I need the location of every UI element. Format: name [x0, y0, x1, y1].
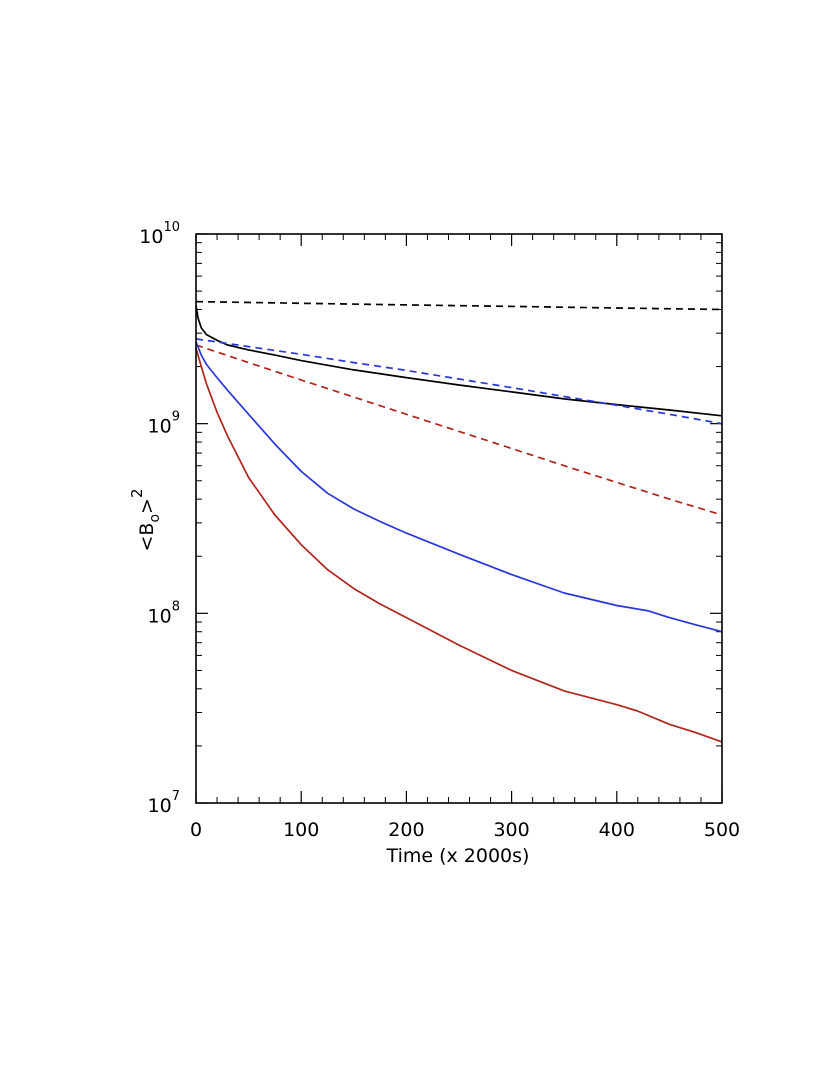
x-tick-label: 0: [190, 819, 202, 841]
y-tick-label-exponent: 9: [172, 410, 180, 425]
major-ticks: [195, 233, 723, 804]
plot-frame: [195, 233, 723, 804]
series-layer: [195, 300, 723, 743]
x-tick-label: 300: [493, 819, 529, 841]
y-tick-label: 108: [148, 599, 180, 627]
x-tick-labels: 0 100 200 300 400 500: [190, 819, 740, 841]
y-tick-label-base: 10: [148, 416, 172, 438]
y-tick-label-exponent: 8: [172, 599, 180, 614]
x-tick-label: 500: [704, 819, 740, 841]
y-tick-label: 1010: [139, 220, 180, 248]
y-tick-label-exponent: 7: [172, 789, 180, 804]
y-tick-label-exponent: 10: [163, 220, 180, 235]
y-axis-title-close: >: [136, 498, 158, 514]
y-tick-label-base: 10: [148, 795, 172, 817]
series-line-1: [195, 300, 723, 311]
x-tick-label: 100: [283, 819, 319, 841]
x-tick-label: 400: [599, 819, 635, 841]
series-line-4: [195, 344, 723, 516]
series-line-3: [195, 338, 723, 425]
series-line-5: [195, 341, 723, 633]
y-tick-label-base: 10: [139, 226, 163, 248]
series-line-2: [195, 305, 723, 417]
y-tick-label: 107: [148, 789, 180, 817]
y-axis-title-sub: o: [147, 514, 163, 523]
y-tick-label-base: 10: [148, 605, 172, 627]
y-axis-title: <Bo>2: [128, 488, 163, 551]
series-line-6: [195, 347, 723, 743]
y-axis-title-open: <B: [136, 523, 158, 552]
minor-ticks: [196, 234, 722, 803]
y-axis-title-sup: 2: [128, 488, 146, 498]
y-tick-label: 109: [148, 410, 180, 438]
x-axis-title: Time (x 2000s): [386, 845, 530, 867]
x-tick-label: 200: [388, 819, 424, 841]
